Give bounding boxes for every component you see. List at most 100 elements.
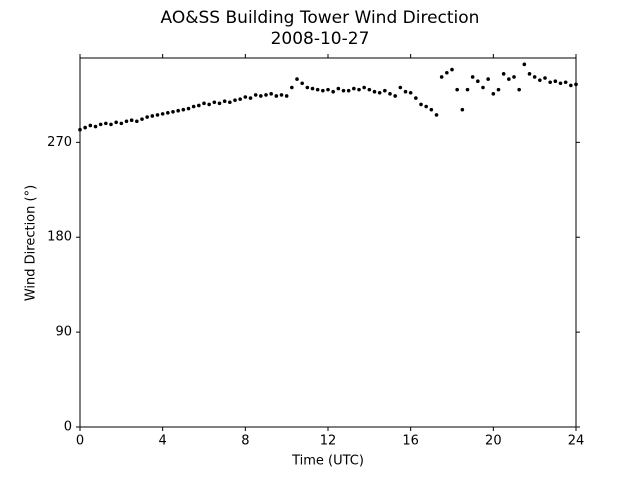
data-point <box>160 112 165 116</box>
x-tick-label: 4 <box>159 434 167 449</box>
data-point <box>259 94 263 98</box>
data-point <box>481 85 485 90</box>
data-point <box>455 87 459 92</box>
data-point <box>222 99 227 104</box>
data-point <box>543 76 547 80</box>
x-axis-label: Time (UTC) <box>291 454 364 469</box>
y-axis-label: Wind Direction (°) <box>24 185 39 301</box>
data-point <box>176 108 180 113</box>
data-point <box>284 94 289 98</box>
data-point <box>439 75 444 79</box>
data-point <box>264 93 268 97</box>
y-tick-label: 270 <box>47 135 72 150</box>
data-point <box>181 107 186 112</box>
data-point <box>217 101 222 106</box>
data-point <box>501 72 506 76</box>
data-point <box>145 115 149 119</box>
data-point <box>326 87 330 92</box>
x-tick-label: 8 <box>241 434 249 449</box>
data-point <box>491 92 496 96</box>
plot-frame <box>79 57 577 428</box>
data-point <box>274 94 279 98</box>
data-point <box>248 96 253 100</box>
data-point <box>517 87 521 92</box>
data-point <box>129 118 134 123</box>
data-point <box>352 86 356 91</box>
data-point <box>331 89 335 94</box>
data-point <box>119 121 124 126</box>
data-point <box>290 85 294 90</box>
data-point <box>321 88 325 93</box>
data-point <box>336 86 341 91</box>
data-point <box>465 87 470 92</box>
x-tick-label: 20 <box>485 434 502 449</box>
data-point <box>83 125 87 130</box>
data-point <box>367 87 372 92</box>
data-point <box>424 104 428 109</box>
data-point <box>253 93 258 97</box>
data-point <box>279 93 284 97</box>
data-point <box>341 88 346 93</box>
data-point <box>569 83 573 88</box>
data-point <box>93 124 98 129</box>
data-point <box>135 119 139 124</box>
chart-title: AO&SS Building Tower Wind Direction <box>161 8 480 28</box>
data-point <box>377 90 382 95</box>
data-point <box>166 111 170 115</box>
data-point <box>212 100 217 105</box>
data-point <box>186 106 191 111</box>
data-point <box>372 89 377 94</box>
x-tick-label: 12 <box>320 434 337 449</box>
data-point <box>295 77 299 81</box>
data-point <box>243 95 248 99</box>
data-point <box>310 86 315 91</box>
data-point <box>450 67 454 72</box>
data-point <box>496 87 501 92</box>
data-point <box>207 102 211 107</box>
data-point <box>408 90 413 95</box>
data-point <box>522 62 527 67</box>
data-point <box>357 87 361 92</box>
data-point <box>269 92 273 96</box>
data-point <box>238 97 242 101</box>
data-point <box>558 81 563 86</box>
data-point <box>140 117 144 121</box>
data-point <box>507 77 511 81</box>
data-point <box>393 94 397 98</box>
data-point <box>388 92 392 96</box>
data-point <box>532 75 537 79</box>
data-point <box>563 80 568 85</box>
data-point <box>434 113 439 117</box>
data-point <box>305 85 310 90</box>
data-point <box>124 119 129 124</box>
data-point <box>548 80 552 85</box>
data-point <box>398 85 403 90</box>
data-point <box>419 102 423 107</box>
data-point <box>403 89 408 94</box>
data-point <box>346 88 351 93</box>
data-point <box>109 122 113 127</box>
data-point <box>553 79 558 83</box>
data-point <box>512 75 516 79</box>
data-point <box>202 101 206 106</box>
data-point <box>429 107 434 112</box>
data-point <box>114 120 118 125</box>
data-point <box>104 121 108 126</box>
data-point <box>150 114 155 118</box>
data-point <box>476 79 480 83</box>
data-point <box>538 78 542 82</box>
data-point <box>460 107 465 112</box>
data-point <box>574 82 578 87</box>
data-point <box>233 98 237 102</box>
data-point <box>486 77 490 81</box>
y-tick-label: 0 <box>64 420 72 435</box>
x-tick-label: 16 <box>402 434 419 449</box>
chart-subtitle: 2008-10-27 <box>271 29 370 49</box>
data-point <box>171 109 175 114</box>
data-point <box>414 96 418 100</box>
x-tick-label: 24 <box>568 434 585 449</box>
data-point <box>362 85 366 90</box>
data-point <box>383 88 387 93</box>
